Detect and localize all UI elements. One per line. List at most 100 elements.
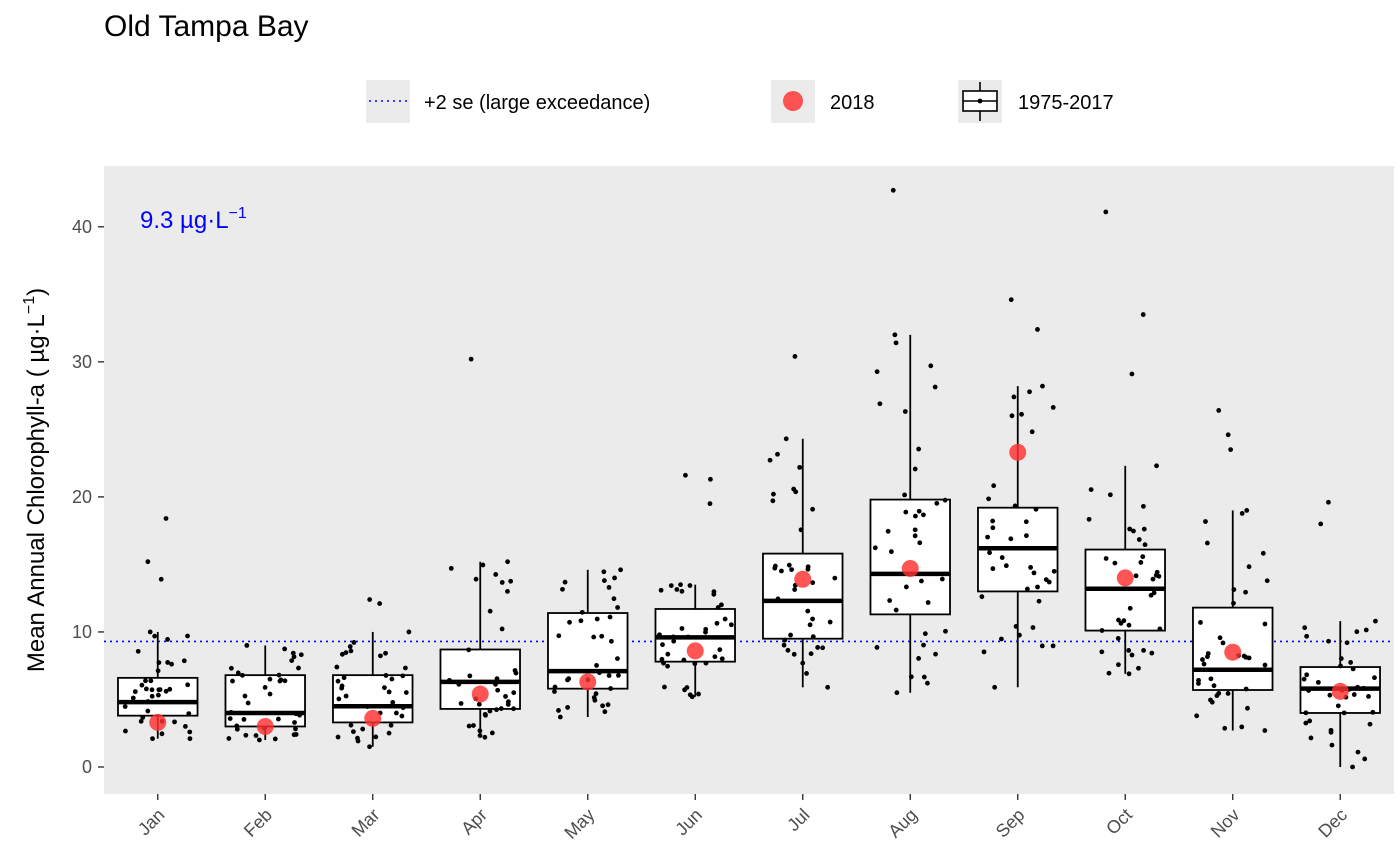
jitter-point <box>275 716 281 722</box>
jitter-point <box>685 634 691 640</box>
jitter-point <box>916 656 922 661</box>
jitter-point <box>1131 528 1136 534</box>
annotation-layer: 9.3 µg·L−1 <box>140 205 247 234</box>
jitter-point <box>893 340 899 346</box>
box-feb <box>224 645 306 740</box>
jitter-point <box>1260 550 1266 556</box>
plot-panel <box>104 166 1394 794</box>
jitter-point <box>386 689 392 695</box>
jitter-point <box>1112 560 1118 566</box>
current-year-point <box>1009 443 1027 461</box>
current-year-layer <box>149 443 1349 735</box>
jitter-point <box>1262 621 1268 627</box>
jitter-point <box>448 565 454 571</box>
jitter-point <box>1307 718 1313 724</box>
jitter-point <box>825 684 831 690</box>
jitter-point <box>1009 413 1015 419</box>
box-aug <box>869 334 951 693</box>
jitter-point <box>402 665 408 671</box>
jitter-point <box>1373 618 1378 624</box>
current-year-point <box>1224 643 1242 661</box>
jitter-point <box>608 686 614 691</box>
jitter-point <box>556 708 561 713</box>
legend-label-historical: 1975-2017 <box>1018 92 1114 114</box>
x-tick-label: Nov <box>1207 805 1244 842</box>
jitter-point <box>599 633 605 639</box>
x-tick-label: Jul <box>783 805 813 835</box>
outlier-point <box>890 187 896 193</box>
jitter-point <box>606 585 612 590</box>
jitter-point <box>1040 383 1045 389</box>
jitter-point <box>815 645 821 650</box>
jitter-point <box>152 633 158 639</box>
jitter-point <box>181 658 187 664</box>
jitter-point <box>227 716 233 721</box>
jitter-point <box>903 584 909 590</box>
jitter-point <box>503 694 508 699</box>
jitter-point <box>717 647 723 653</box>
jitter-point <box>480 562 486 568</box>
jitter-point <box>493 572 499 577</box>
jitter-point <box>508 578 514 584</box>
jitter-point <box>594 662 599 668</box>
jitter-point <box>367 744 372 750</box>
jitter-point <box>1136 537 1142 542</box>
jitter-point <box>715 604 721 610</box>
jitter-point <box>932 384 938 390</box>
jitter-point <box>132 689 138 695</box>
jitter-point <box>149 693 155 699</box>
jitter-point <box>615 656 620 662</box>
x-tick-label: Oct <box>1102 805 1136 839</box>
jitter-point <box>921 674 927 680</box>
jitter-point <box>779 568 784 574</box>
jitter-point <box>916 446 922 452</box>
jitter-point <box>892 332 898 338</box>
jitter-point <box>1335 703 1341 709</box>
jitter-point <box>172 719 177 725</box>
jitter-point <box>482 734 488 740</box>
jitter-point <box>689 694 695 700</box>
jitter-point <box>1338 656 1344 661</box>
jitter-point <box>800 660 806 666</box>
jitter-point <box>1264 578 1270 584</box>
outlier-point <box>708 476 713 482</box>
jitter-point <box>933 651 938 657</box>
jitter-point <box>1303 720 1309 726</box>
jitter-point <box>600 703 605 709</box>
jitter-point <box>772 563 778 569</box>
jitter-point <box>1036 598 1042 604</box>
jitter-point <box>979 594 985 600</box>
jitter-point <box>1262 662 1268 668</box>
jitter-point <box>594 616 600 622</box>
jitter-point <box>1141 526 1147 532</box>
jitter-point <box>912 527 918 533</box>
jitter-point <box>922 631 928 637</box>
jitter-point <box>1350 764 1355 770</box>
jitter-point <box>687 583 693 588</box>
jitter-point <box>495 687 501 693</box>
outlier-point <box>707 501 713 507</box>
jitter-point <box>1246 564 1252 570</box>
jitter-point <box>1304 672 1310 678</box>
jitter-point <box>893 607 899 613</box>
jitter-point <box>493 681 498 687</box>
jitter-point <box>245 700 251 706</box>
jitter-point <box>165 660 171 665</box>
jitter-point <box>400 705 406 711</box>
jitter-point <box>1351 692 1357 697</box>
box-iqr <box>224 674 306 728</box>
jitter-point <box>383 650 388 656</box>
jitter-point <box>1138 560 1144 565</box>
jitter-point <box>135 648 141 654</box>
jitter-point <box>167 686 173 692</box>
jitter-point <box>810 580 816 586</box>
jitter-point <box>607 614 613 620</box>
jitter-point <box>1243 686 1249 692</box>
jitter-point <box>1039 643 1045 649</box>
jitter-point <box>1196 677 1201 683</box>
jitter-point <box>150 736 155 742</box>
jitter-point <box>347 644 353 649</box>
jitter-point <box>292 720 297 725</box>
jitter-point <box>403 690 409 695</box>
jitter-point <box>728 622 734 628</box>
